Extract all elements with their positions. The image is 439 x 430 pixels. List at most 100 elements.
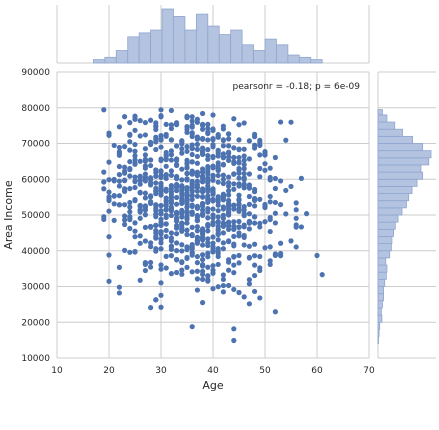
- scatter-point: [184, 231, 190, 238]
- scatter-point: [122, 113, 128, 120]
- scatter-point: [226, 136, 232, 142]
- scatter-point: [241, 222, 247, 228]
- scatter-point: [158, 144, 164, 150]
- scatter-point: [210, 190, 216, 196]
- scatter-point: [246, 301, 252, 307]
- scatter-point: [231, 186, 237, 192]
- scatter-point: [189, 242, 195, 248]
- scatter-point: [194, 160, 200, 166]
- scatter-point: [137, 240, 143, 246]
- scatter-point: [293, 207, 299, 213]
- scatter-point: [122, 221, 128, 228]
- scatter-point: [142, 165, 148, 171]
- scatter-point: [252, 288, 258, 295]
- scatter-point: [246, 254, 252, 260]
- scatter-point: [163, 175, 169, 182]
- scatter-point: [226, 149, 232, 155]
- marginal-y-bar: [377, 328, 380, 337]
- scatter-point: [179, 267, 185, 273]
- scatter-point: [205, 228, 211, 234]
- scatter-point: [215, 134, 221, 140]
- scatter-point: [163, 186, 169, 192]
- marginal-x-bar: [93, 59, 106, 64]
- marginal-x-bar: [104, 56, 117, 64]
- scatter-point: [189, 118, 195, 124]
- scatter-point: [262, 161, 268, 167]
- scatter-point: [236, 137, 242, 143]
- scatter-point: [168, 122, 174, 128]
- scatter-point: [168, 125, 174, 132]
- marginal-y-bar: [377, 109, 383, 116]
- scatter-point: [272, 220, 278, 226]
- scatter-point: [168, 246, 174, 253]
- scatter-point: [158, 292, 164, 298]
- scatter-point: [215, 153, 221, 159]
- scatter-point: [252, 241, 258, 247]
- scatter-point: [148, 139, 154, 145]
- scatter-point: [215, 226, 221, 232]
- scatter-point: [267, 199, 273, 205]
- scatter-point: [184, 220, 190, 226]
- scatter-point: [210, 177, 216, 183]
- scatter-point: [200, 175, 206, 182]
- scatter-point: [220, 222, 226, 228]
- scatter-point: [272, 251, 278, 257]
- scatter-point: [189, 192, 195, 199]
- marginal-y-bar: [377, 300, 383, 309]
- scatter-point: [184, 177, 190, 183]
- scatter-point: [179, 150, 185, 156]
- scatter-point: [174, 211, 180, 217]
- scatter-point: [132, 161, 138, 167]
- scatter-point: [210, 172, 216, 178]
- scatter-point: [122, 170, 128, 176]
- scatter-point: [252, 214, 258, 220]
- scatter-point: [262, 152, 268, 158]
- marginal-y-bar: [377, 114, 388, 123]
- scatter-point: [163, 157, 169, 163]
- scatter-point: [168, 107, 174, 114]
- scatter-point: [241, 177, 247, 183]
- scatter-point: [246, 156, 252, 162]
- scatter-point: [231, 171, 237, 177]
- scatter-point: [158, 174, 164, 181]
- scatter-point: [106, 252, 112, 258]
- scatter-point: [215, 284, 221, 290]
- scatter-point: [231, 181, 237, 187]
- scatter-point: [127, 120, 133, 126]
- scatter-point: [210, 154, 216, 161]
- scatter-point: [194, 119, 200, 125]
- scatter-point: [226, 226, 232, 233]
- x-tick-label: 20: [103, 366, 115, 376]
- x-tick-label: 40: [207, 366, 219, 376]
- scatter-point: [200, 256, 206, 263]
- scatter-point: [200, 150, 206, 156]
- scatter-point: [226, 143, 232, 149]
- scatter-point: [106, 177, 112, 183]
- scatter-point: [189, 178, 195, 185]
- scatter-point: [226, 197, 232, 204]
- scatter-point: [179, 192, 185, 199]
- marginal-x-bar: [287, 54, 300, 64]
- scatter-point: [137, 118, 143, 124]
- scatter-point: [168, 206, 174, 212]
- scatter-point: [184, 213, 190, 219]
- y-tick-label: 20000: [21, 318, 50, 328]
- scatter-point: [298, 175, 304, 181]
- scatter-point: [200, 122, 206, 129]
- scatter-point: [194, 214, 200, 220]
- scatter-point: [179, 183, 185, 189]
- scatter-point: [153, 120, 159, 126]
- marginal-y-bar: [377, 293, 384, 302]
- scatter-point: [153, 228, 159, 234]
- scatter-point: [179, 271, 185, 277]
- scatter-point: [148, 259, 154, 266]
- scatter-point: [236, 224, 242, 230]
- scatter-point: [220, 172, 226, 178]
- scatter-point: [246, 185, 252, 191]
- scatter-point: [106, 194, 112, 200]
- marginal-x-bar: [173, 15, 186, 64]
- marginal-x-bar: [310, 59, 323, 64]
- scatter-point: [168, 191, 174, 197]
- scatter-point: [153, 297, 159, 303]
